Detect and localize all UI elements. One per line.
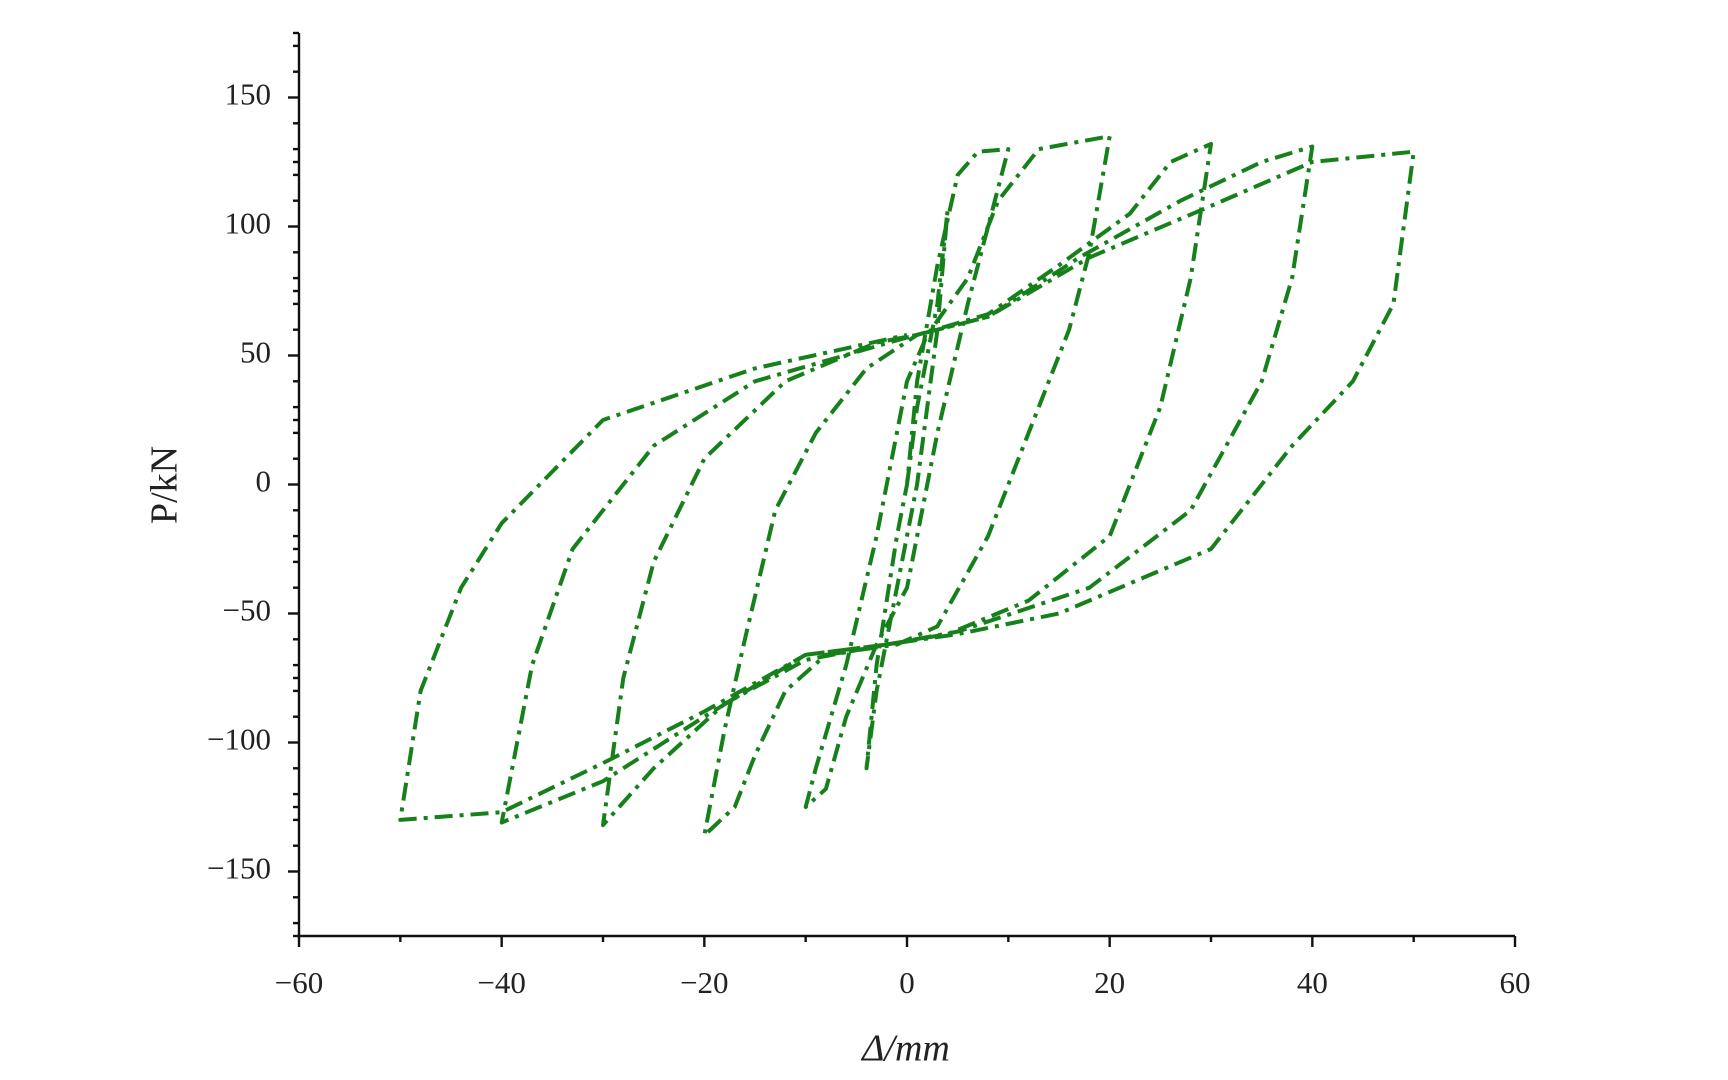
hysteresis-curve bbox=[398, 134, 1416, 838]
x-tick-label: 20 bbox=[1094, 965, 1125, 1000]
x-tick-label: −60 bbox=[275, 965, 323, 1000]
x-tick-label: −20 bbox=[680, 965, 728, 1000]
y-tick-label: 0 bbox=[256, 464, 272, 499]
y-tick-label: −100 bbox=[207, 722, 271, 757]
y-tick-label: −50 bbox=[223, 593, 271, 628]
y-tick-label: 100 bbox=[225, 206, 272, 241]
x-tick-label: 40 bbox=[1297, 965, 1328, 1000]
x-axis-label: Δ/mm bbox=[860, 1028, 950, 1070]
y-tick-label: 150 bbox=[225, 77, 272, 112]
y-axis-label: P/kN bbox=[144, 446, 186, 524]
y-tick-label: 50 bbox=[240, 335, 271, 370]
x-tick-label: 60 bbox=[1500, 965, 1531, 1000]
x-tick-label: −40 bbox=[477, 965, 525, 1000]
y-tick-label: −150 bbox=[207, 851, 271, 886]
x-tick-label: 0 bbox=[899, 965, 915, 1000]
